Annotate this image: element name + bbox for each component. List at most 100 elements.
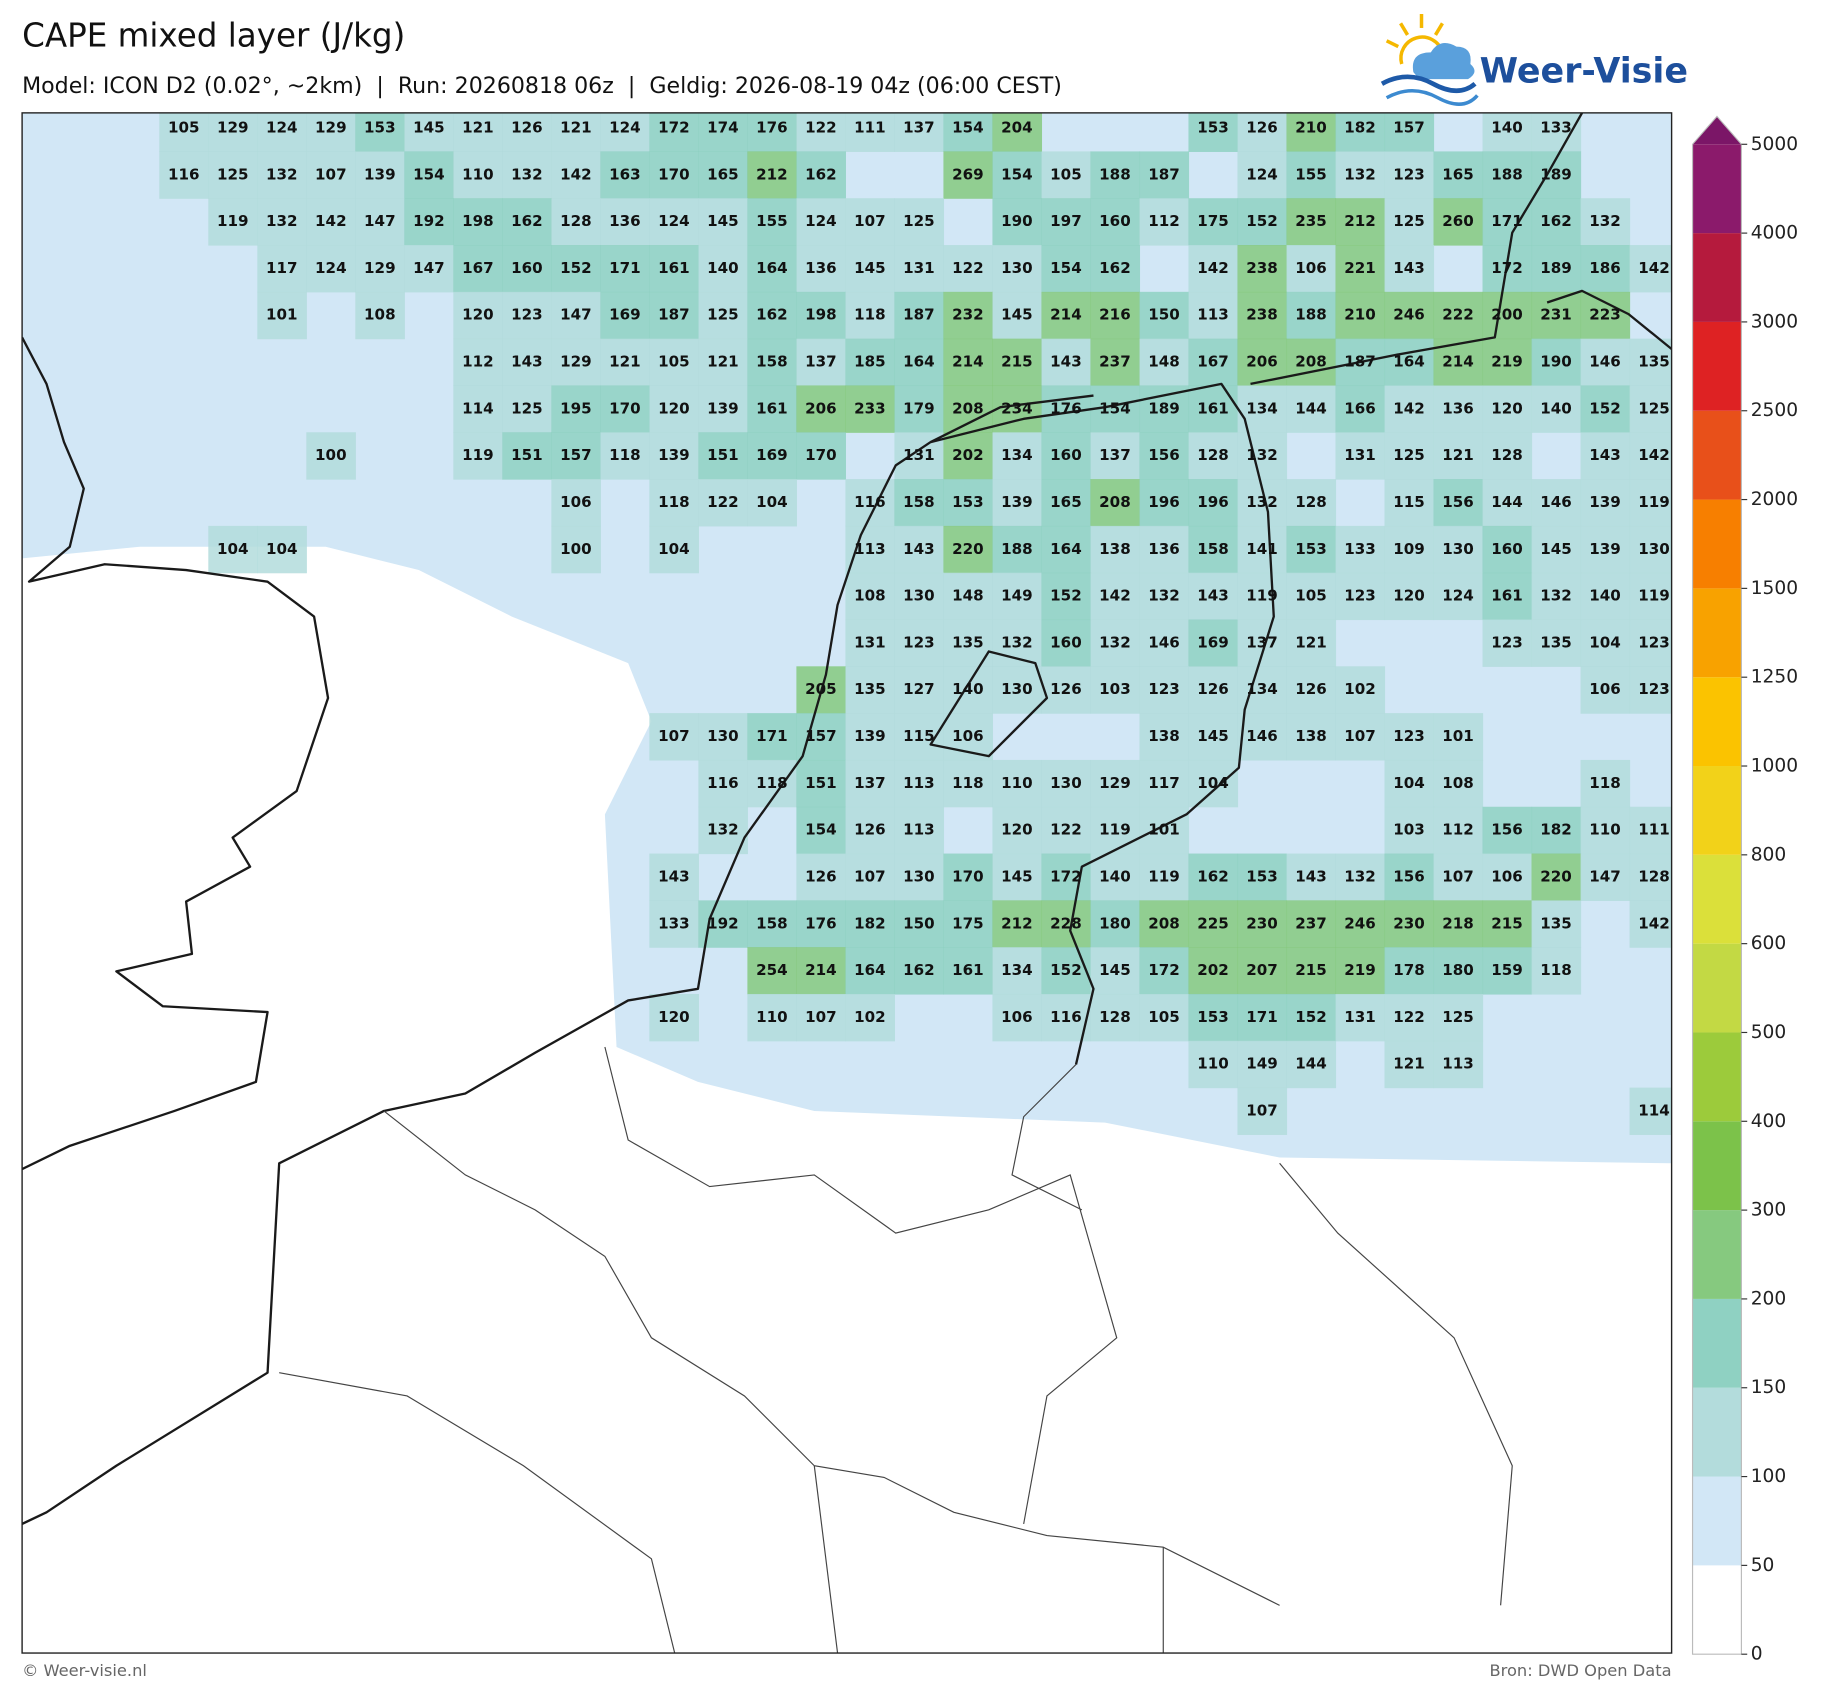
cape-cell xyxy=(1482,112,1533,152)
cape-cell xyxy=(943,666,994,714)
cape-value: 153 xyxy=(1295,540,1327,558)
cape-cell xyxy=(796,151,846,199)
colorbar-label: 600 xyxy=(1751,933,1787,954)
cape-cell xyxy=(1531,853,1582,901)
cape-value: 162 xyxy=(903,961,935,979)
cape-cell xyxy=(600,338,650,387)
cape-value: 130 xyxy=(1001,259,1033,277)
cape-value: 132 xyxy=(1589,212,1621,230)
cape-value: 130 xyxy=(1638,540,1670,558)
cape-cell xyxy=(649,479,699,527)
cape-value: 138 xyxy=(1099,540,1131,558)
cape-value: 123 xyxy=(511,306,543,324)
cape-cell xyxy=(1286,385,1337,433)
cape-cell xyxy=(1384,198,1435,246)
cape-cell xyxy=(1482,151,1533,199)
cape-value: 120 xyxy=(462,306,494,324)
cape-value: 131 xyxy=(903,446,935,464)
cape-value: 155 xyxy=(1295,165,1327,183)
cape-cell xyxy=(796,198,846,246)
cape-value: 160 xyxy=(1050,633,1082,651)
cape-cell xyxy=(943,151,994,199)
cape-cell xyxy=(992,900,1043,948)
cape-cell xyxy=(796,385,846,433)
cape-cell xyxy=(1629,666,1672,714)
cape-value: 169 xyxy=(1197,633,1229,651)
cape-value: 100 xyxy=(560,540,592,558)
cape-cell xyxy=(992,853,1043,901)
cape-value: 132 xyxy=(1001,633,1033,651)
cape-cell xyxy=(943,479,994,527)
cape-cell xyxy=(502,198,552,246)
cape-cell xyxy=(1629,853,1672,901)
cape-cell xyxy=(1433,993,1484,1042)
cape-cell xyxy=(208,112,258,152)
cape-value: 133 xyxy=(1344,540,1376,558)
cape-value: 129 xyxy=(1099,774,1131,792)
cape-cell xyxy=(894,112,945,152)
cape-cell xyxy=(1580,759,1631,808)
cape-cell xyxy=(1433,385,1484,433)
cape-cell xyxy=(992,806,1043,855)
cape-value: 157 xyxy=(805,727,837,745)
cape-cell xyxy=(649,338,699,387)
cape-cell xyxy=(649,385,699,433)
cape-cell xyxy=(1090,572,1141,621)
cape-value: 130 xyxy=(1001,680,1033,698)
cape-value: 237 xyxy=(1099,353,1131,371)
cape-value: 126 xyxy=(805,867,837,885)
cape-cell xyxy=(1188,619,1239,667)
cape-cell xyxy=(1580,525,1631,574)
cape-value: 132 xyxy=(1344,165,1376,183)
cape-value: 116 xyxy=(1050,1008,1082,1026)
cape-cell xyxy=(747,198,797,246)
cape-cell xyxy=(1335,198,1386,246)
cape-value: 114 xyxy=(1638,1102,1670,1120)
cape-value: 110 xyxy=(462,165,494,183)
cape-cell xyxy=(894,759,945,808)
cape-cell xyxy=(1090,432,1141,480)
cape-value: 123 xyxy=(1638,680,1670,698)
cape-cell xyxy=(1433,853,1484,901)
cape-value: 156 xyxy=(1442,493,1474,511)
subtitle: Model: ICON D2 (0.02°, ~2km) | Run: 2026… xyxy=(22,73,1062,99)
cape-cell xyxy=(1237,112,1288,152)
cape-cell xyxy=(796,338,846,387)
cape-value: 182 xyxy=(1540,821,1572,839)
cape-cell xyxy=(1629,479,1672,527)
cape-value: 122 xyxy=(805,119,837,137)
cape-value: 105 xyxy=(1295,587,1327,605)
cape-cell xyxy=(1580,198,1631,246)
cape-value: 246 xyxy=(1344,914,1376,932)
cape-cell xyxy=(1580,245,1631,293)
cape-value: 127 xyxy=(903,680,935,698)
cape-cell xyxy=(1090,338,1141,387)
cape-value: 162 xyxy=(1099,259,1131,277)
cape-cell xyxy=(551,385,601,433)
cape-value: 132 xyxy=(1099,633,1131,651)
cape-value: 238 xyxy=(1246,306,1278,324)
cape-cell xyxy=(747,245,797,293)
cape-cell xyxy=(649,198,699,246)
cape-value: 171 xyxy=(756,727,788,745)
cape-cell xyxy=(845,572,895,621)
cape-value: 232 xyxy=(952,306,984,324)
cape-value: 205 xyxy=(805,680,837,698)
cape-value: 128 xyxy=(1197,446,1229,464)
cape-cell xyxy=(943,291,994,340)
colorbar-segment xyxy=(1692,1032,1742,1122)
cape-cell xyxy=(1629,525,1672,574)
cape-value: 153 xyxy=(364,119,396,137)
cape-value: 125 xyxy=(511,399,543,417)
cape-value: 140 xyxy=(1540,399,1572,417)
cape-cell xyxy=(1482,806,1533,855)
cape-cell xyxy=(600,245,650,293)
cape-value: 139 xyxy=(1589,540,1621,558)
cape-cell xyxy=(1580,666,1631,714)
cape-cell xyxy=(1531,245,1582,293)
cape-value: 145 xyxy=(413,119,445,137)
cape-value: 169 xyxy=(609,306,641,324)
cape-cell xyxy=(1237,993,1288,1042)
cape-cell xyxy=(1237,432,1288,480)
